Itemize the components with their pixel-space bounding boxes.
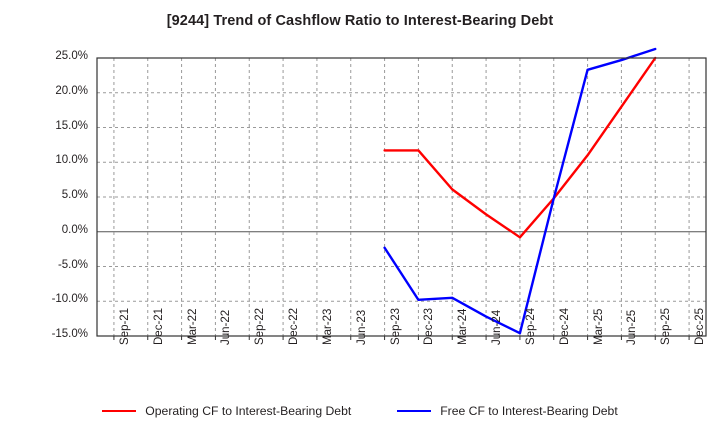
- y-axis-tick-label: -10.0%: [51, 293, 88, 306]
- chart-title: [9244] Trend of Cashflow Ratio to Intere…: [166, 13, 554, 29]
- x-axis-tick-label: Dec-23: [423, 307, 436, 345]
- x-axis-tick-label: Mar-23: [321, 308, 334, 345]
- x-axis-tick-label: Jun-25: [626, 309, 639, 345]
- series-line: [383, 47, 657, 335]
- data-series-layer: [383, 47, 657, 335]
- x-axis-tick-label: Jun-24: [491, 309, 504, 345]
- x-axis-tick-label: Dec-25: [694, 307, 707, 345]
- x-axis-tick-label: Sep-23: [389, 307, 402, 345]
- legend-label: Operating CF to Interest-Bearing Debt: [145, 404, 352, 418]
- x-axis-tick-label: Jun-23: [355, 309, 368, 345]
- y-axis-tick-label: 15.0%: [55, 119, 88, 132]
- x-axis-tick-label: Sep-24: [524, 307, 537, 345]
- plot-frame: [96, 57, 707, 340]
- chart-legend: Operating CF to Interest-Bearing Debt Fre…: [0, 404, 720, 418]
- plot-border: [96, 57, 707, 337]
- y-axis-tick-label: 5.0%: [61, 189, 88, 201]
- legend-item[interactable]: Operating CF to Interest-Bearing Debt: [102, 404, 351, 418]
- x-axis-tick-label: Mar-22: [186, 308, 199, 345]
- legend-line-swatch: [102, 410, 137, 412]
- legend-label: Free CF to Interest-Bearing Debt: [440, 404, 618, 418]
- y-axis-tick-label: 0.0%: [61, 223, 88, 236]
- y-axis-tick-label: 10.0%: [55, 154, 88, 167]
- y-axis-tick-label: 25.0%: [55, 50, 88, 62]
- legend-item[interactable]: Free CF to Interest-Bearing Debt: [397, 404, 618, 418]
- y-axis-tick-label: -5.0%: [57, 258, 88, 271]
- x-axis-tick-label: Sep-22: [254, 307, 267, 345]
- y-axis-tick-label: 20.0%: [55, 84, 88, 97]
- x-axis-tick-label: Mar-25: [592, 308, 605, 345]
- x-axis-tick-label: Dec-22: [288, 307, 301, 345]
- x-axis-tick-label: Sep-25: [660, 307, 673, 345]
- x-axis-tick-label: Sep-21: [118, 307, 131, 345]
- x-axis-tick-label: Dec-21: [152, 307, 165, 345]
- x-axis-tick-label: Mar-24: [457, 308, 470, 345]
- y-axis-tick-label: -15.0%: [51, 328, 88, 340]
- x-axis-tick-label: Dec-24: [558, 307, 571, 345]
- x-axis-tick-label: Jun-22: [220, 309, 233, 345]
- series-line: [383, 56, 657, 239]
- gridlines: [97, 57, 706, 337]
- legend-line-swatch: [397, 410, 432, 412]
